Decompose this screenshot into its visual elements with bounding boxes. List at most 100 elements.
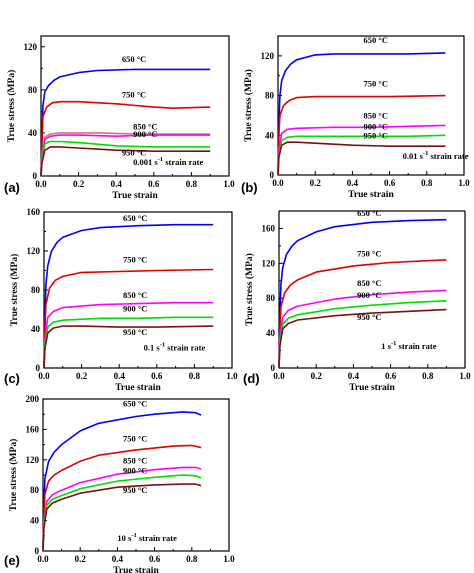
strain-rate-label: 0.001 s-1 strain rate (133, 156, 203, 167)
series-line-1 (277, 94, 446, 176)
series-line-0 (42, 411, 202, 552)
x-tick-label: 1.0 (459, 371, 471, 381)
series-label-4: 950 °C (357, 312, 381, 322)
strain-rate-label: 0.01 s-1 strain rate (403, 150, 469, 161)
y-tick-label: 0 (35, 546, 40, 556)
series-label-3: 900 °C (364, 121, 388, 131)
x-tick-label: 1.0 (458, 178, 470, 188)
y-tick-label: 120 (262, 258, 276, 268)
strain-rate-label: 1 s-1 strain rate (381, 340, 436, 351)
x-tick-label: 0.8 (189, 371, 201, 381)
series-label-0: 650 °C (364, 35, 388, 45)
x-tick-label: 0.8 (421, 178, 433, 188)
series-line-0 (43, 223, 214, 369)
x-axis-label: True strain (349, 383, 395, 393)
series-label-1: 750 °C (123, 255, 147, 265)
chart-panel-1: 0.0 0.2 0.4 0.6 0.8 1.0 0 40 80 120 True strain Tru… (241, 35, 470, 200)
y-tick-label: 0 (270, 170, 275, 180)
series-line-4 (40, 140, 211, 177)
series-label-2: 850 °C (364, 110, 388, 120)
y-tick-label: 120 (26, 455, 40, 465)
x-tick-label: 0.2 (73, 179, 85, 189)
x-tick-label: 0.2 (76, 371, 88, 381)
x-tick-label: 0.4 (114, 371, 126, 381)
x-tick-label: 1.0 (223, 179, 235, 189)
series-line-4 (277, 141, 446, 176)
x-tick-label: 0.2 (311, 371, 323, 381)
x-tick-label: 0.2 (310, 178, 322, 188)
series-label-1: 750 °C (122, 89, 146, 99)
y-tick-label: 120 (24, 42, 38, 52)
x-tick-label: 0.8 (186, 179, 198, 189)
panel-label: (c) (4, 371, 20, 386)
x-tick-label: 0.0 (37, 554, 49, 564)
series-line-1 (43, 268, 214, 369)
x-axis-label: True strain (348, 190, 394, 200)
series-label-3: 900 °C (133, 129, 157, 139)
series-line-2 (43, 301, 214, 369)
y-tick-label: 40 (30, 516, 40, 526)
panel-label: (a) (4, 180, 20, 195)
series-line-4 (278, 308, 447, 369)
x-tick-label: 0.0 (38, 371, 50, 381)
y-tick-label: 80 (31, 285, 41, 295)
y-tick-label: 0 (36, 363, 41, 373)
series-label-0: 650 °C (123, 213, 147, 223)
y-tick-label: 80 (266, 293, 276, 303)
series-label-2: 850 °C (123, 290, 147, 300)
series-label-2: 850 °C (357, 278, 381, 288)
strain-rate-label: 0.1 s-1 strain rate (144, 341, 206, 352)
x-tick-label: 0.4 (347, 178, 359, 188)
x-tick-label: 0.4 (111, 179, 123, 189)
chart-panel-3: 0.0 0.2 0.4 0.6 0.8 1.0 0 40 80 120 160 True strain… (243, 208, 471, 393)
series-label-0: 650 °C (357, 208, 381, 218)
y-tick-label: 0 (271, 363, 276, 373)
series-line-2 (278, 289, 447, 369)
series-line-1 (40, 100, 211, 177)
y-tick-label: 160 (26, 424, 40, 434)
series-label-5: 950 °C (122, 148, 146, 158)
x-axis-label: True strain (115, 383, 161, 393)
y-tick-label: 80 (265, 91, 275, 101)
series-line-1 (42, 444, 202, 552)
y-tick-label: 200 (26, 394, 40, 404)
y-tick-label: 40 (31, 324, 41, 334)
x-tick-label: 0.4 (112, 554, 124, 564)
y-tick-label: 120 (27, 246, 41, 256)
series-label-3: 900 °C (123, 303, 147, 313)
y-axis-label: True stress (MPa) (8, 439, 19, 511)
series-line-1 (278, 259, 447, 369)
x-tick-label: 0.6 (148, 179, 160, 189)
series-label-1: 750 °C (364, 79, 388, 89)
series-line-4 (42, 483, 202, 552)
y-axis-label: True stress (MPa) (9, 254, 20, 326)
y-tick-label: 0 (33, 171, 38, 181)
chart-panel-0: 0.0 0.2 0.4 0.6 0.8 1.0 0 40 80 120 True strain Tru… (4, 35, 235, 201)
x-tick-label: 1.0 (223, 554, 235, 564)
y-tick-label: 40 (28, 128, 38, 138)
series-line-0 (40, 68, 211, 177)
x-tick-label: 0.6 (384, 178, 396, 188)
x-tick-label: 0.6 (149, 554, 161, 564)
y-tick-label: 80 (30, 485, 40, 495)
chart-panel-2: 0.0 0.2 0.4 0.6 0.8 1.0 0 40 80 120 160 True strain… (4, 207, 238, 393)
series-line-2 (277, 124, 446, 176)
panel-label: (b) (241, 180, 258, 195)
series-label-3: 900 °C (357, 290, 381, 300)
strain-rate-label: 10 s-1 strain rate (117, 532, 177, 543)
x-tick-label: 1.0 (226, 371, 238, 381)
series-label-4: 950 °C (364, 130, 388, 140)
x-tick-label: 0.6 (385, 371, 397, 381)
series-label-2: 850 °C (123, 456, 147, 466)
x-tick-label: 0.8 (422, 371, 434, 381)
x-tick-label: 0.6 (151, 371, 163, 381)
x-axis-label: True strain (112, 191, 158, 201)
y-tick-label: 40 (265, 130, 275, 140)
series-line-3 (43, 316, 214, 369)
series-label-1: 750 °C (123, 434, 147, 444)
x-tick-label: 0.0 (35, 179, 47, 189)
series-label-0: 650 °C (122, 54, 146, 64)
y-tick-label: 120 (261, 51, 275, 61)
series-label-1: 750 °C (357, 248, 381, 258)
